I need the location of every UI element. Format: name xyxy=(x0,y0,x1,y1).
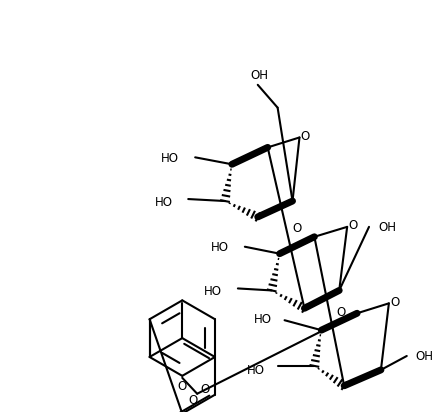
Text: O: O xyxy=(189,393,198,406)
Text: O: O xyxy=(390,295,400,308)
Text: O: O xyxy=(293,222,302,235)
Text: HO: HO xyxy=(161,152,179,164)
Text: HO: HO xyxy=(247,363,265,377)
Text: HO: HO xyxy=(211,241,229,254)
Text: OH: OH xyxy=(416,350,434,363)
Text: HO: HO xyxy=(204,284,222,297)
Text: OH: OH xyxy=(378,221,396,234)
Text: OH: OH xyxy=(251,69,269,82)
Text: O: O xyxy=(337,305,346,318)
Text: O: O xyxy=(301,130,310,142)
Text: O: O xyxy=(349,219,358,232)
Text: O: O xyxy=(178,380,187,392)
Text: HO: HO xyxy=(254,312,272,325)
Text: HO: HO xyxy=(155,195,172,208)
Text: O: O xyxy=(201,382,210,395)
